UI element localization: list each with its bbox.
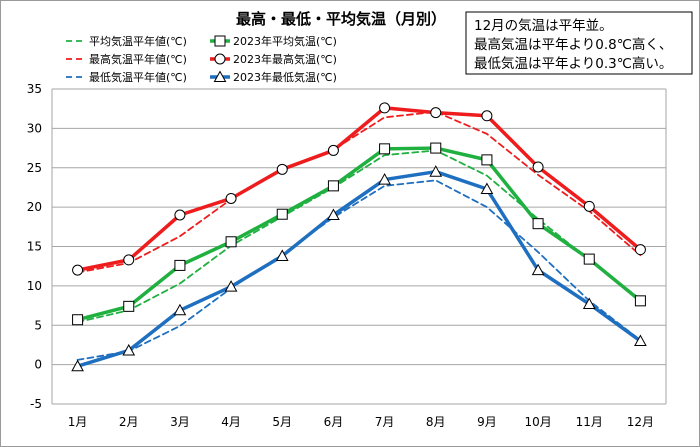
data-point-square <box>123 300 135 312</box>
data-point-circle <box>379 102 391 114</box>
x-tick-label: 6月 <box>324 415 344 429</box>
legend-label: 最高気温平年値(℃) <box>89 52 187 66</box>
data-point-triangle <box>378 173 391 185</box>
data-point-square <box>327 180 339 192</box>
data-point-square <box>225 236 237 248</box>
legend-label: 平均気温平年値(℃) <box>89 34 187 48</box>
data-point-circle <box>327 144 339 156</box>
y-tick-label: 15 <box>27 240 42 254</box>
data-point-circle <box>276 163 288 175</box>
x-tick-label: 9月 <box>477 415 497 429</box>
x-tick-label: 4月 <box>221 415 241 429</box>
x-tick-label: 7月 <box>375 415 395 429</box>
legend: 平均気温平年値(℃) 2023年平均気温(℃) 最高気温平年値(℃) 2023年最高気… <box>66 34 337 84</box>
data-point-triangle <box>224 280 238 292</box>
data-point-square <box>430 142 442 154</box>
series-layer <box>71 102 647 372</box>
data-point-circle <box>123 254 135 266</box>
legend-item: 2023年最低気温(℃) <box>210 70 337 84</box>
data-point-circle <box>634 244 646 256</box>
data-point-triangle <box>531 263 545 276</box>
series-1 <box>72 142 646 326</box>
y-tick-label: 10 <box>27 279 42 293</box>
data-point-circle <box>532 161 544 173</box>
x-tick-label: 11月 <box>576 415 603 429</box>
x-tick-label: 3月 <box>170 415 190 429</box>
series-5 <box>71 165 647 372</box>
x-tick-label: 5月 <box>272 415 292 429</box>
series-line <box>75 146 643 322</box>
x-tick-label: 8月 <box>426 415 446 429</box>
series-4 <box>76 179 642 361</box>
legend-marker-square <box>214 35 226 47</box>
data-point-square <box>379 143 391 155</box>
legend-item: 2023年最高気温(℃) <box>210 52 337 66</box>
series-line <box>75 169 643 368</box>
series-line <box>75 106 643 272</box>
legend-item: 2023年平均気温(℃) <box>210 34 337 48</box>
annotation-frame <box>465 11 693 75</box>
annotation-line: 最高気温は平年より0.8℃高く、 <box>474 36 672 53</box>
data-point-triangle <box>634 334 647 346</box>
data-point-triangle <box>122 343 136 356</box>
x-tick-label: 12月 <box>627 415 654 429</box>
annotation-line: 12月の気温は平年並。 <box>474 18 613 34</box>
axis-layer: 35 30 25 20 15 10 5 0 -5 1月 2月 3月 4月 5月 6月 7月 8月 9月 10月 11月… <box>27 82 667 429</box>
x-tick-label: 10月 <box>524 415 551 429</box>
y-tick-label: -5 <box>30 397 42 411</box>
data-point-triangle <box>275 249 289 261</box>
y-tick-label: 30 <box>27 121 42 135</box>
legend-item: 最低気温平年値(℃) <box>66 70 187 84</box>
series-line <box>76 149 642 324</box>
data-point-square <box>72 314 84 326</box>
data-point-circle <box>430 107 442 119</box>
annotation-line: 最低気温は平年より0.3℃高い。 <box>474 55 672 72</box>
data-point-circle <box>583 200 595 212</box>
legend-item: 平均気温平年値(℃) <box>66 34 187 48</box>
legend-label: 2023年最低気温(℃) <box>233 70 337 84</box>
legend-label: 2023年平均気温(℃) <box>233 34 337 48</box>
data-point-square <box>583 253 595 265</box>
data-point-triangle <box>480 182 494 195</box>
y-tick-label: 0 <box>34 358 42 372</box>
y-tick-label: 20 <box>27 200 42 214</box>
annotation-box: 12月の気温は平年並。最高気温は平年より0.8℃高く、最低気温は平年より0.3℃… <box>465 11 693 75</box>
x-tick-label: 2月 <box>119 415 139 429</box>
data-point-triangle <box>582 297 596 309</box>
series-line <box>76 179 642 361</box>
y-tick-label: 35 <box>27 82 42 96</box>
y-tick-label: 25 <box>27 161 42 175</box>
data-point-circle <box>481 110 493 122</box>
data-point-circle <box>225 192 237 204</box>
legend-label: 最低気温平年値(℃) <box>89 70 187 84</box>
chart-title: 最高・最低・平均気温（月別） <box>236 10 446 28</box>
series-3 <box>72 102 646 276</box>
data-point-square <box>276 208 288 220</box>
series-2 <box>76 110 642 274</box>
data-point-square <box>174 259 186 271</box>
legend-marker-triangle <box>213 70 227 82</box>
data-point-triangle <box>429 165 443 177</box>
data-point-triangle <box>327 208 340 220</box>
data-point-circle <box>72 264 84 276</box>
series-line <box>76 110 642 274</box>
data-point-triangle <box>173 303 187 316</box>
data-point-triangle <box>71 359 84 372</box>
series-0 <box>76 149 642 324</box>
legend-label: 2023年最高気温(℃) <box>233 52 337 66</box>
data-point-circle <box>174 209 186 221</box>
data-point-square <box>532 218 544 230</box>
legend-marker-circle <box>214 53 226 65</box>
y-tick-label: 5 <box>34 318 42 332</box>
x-tick-label: 1月 <box>68 415 88 429</box>
data-point-square <box>634 295 646 307</box>
data-point-square <box>481 154 493 166</box>
legend-item: 最高気温平年値(℃) <box>66 52 187 66</box>
